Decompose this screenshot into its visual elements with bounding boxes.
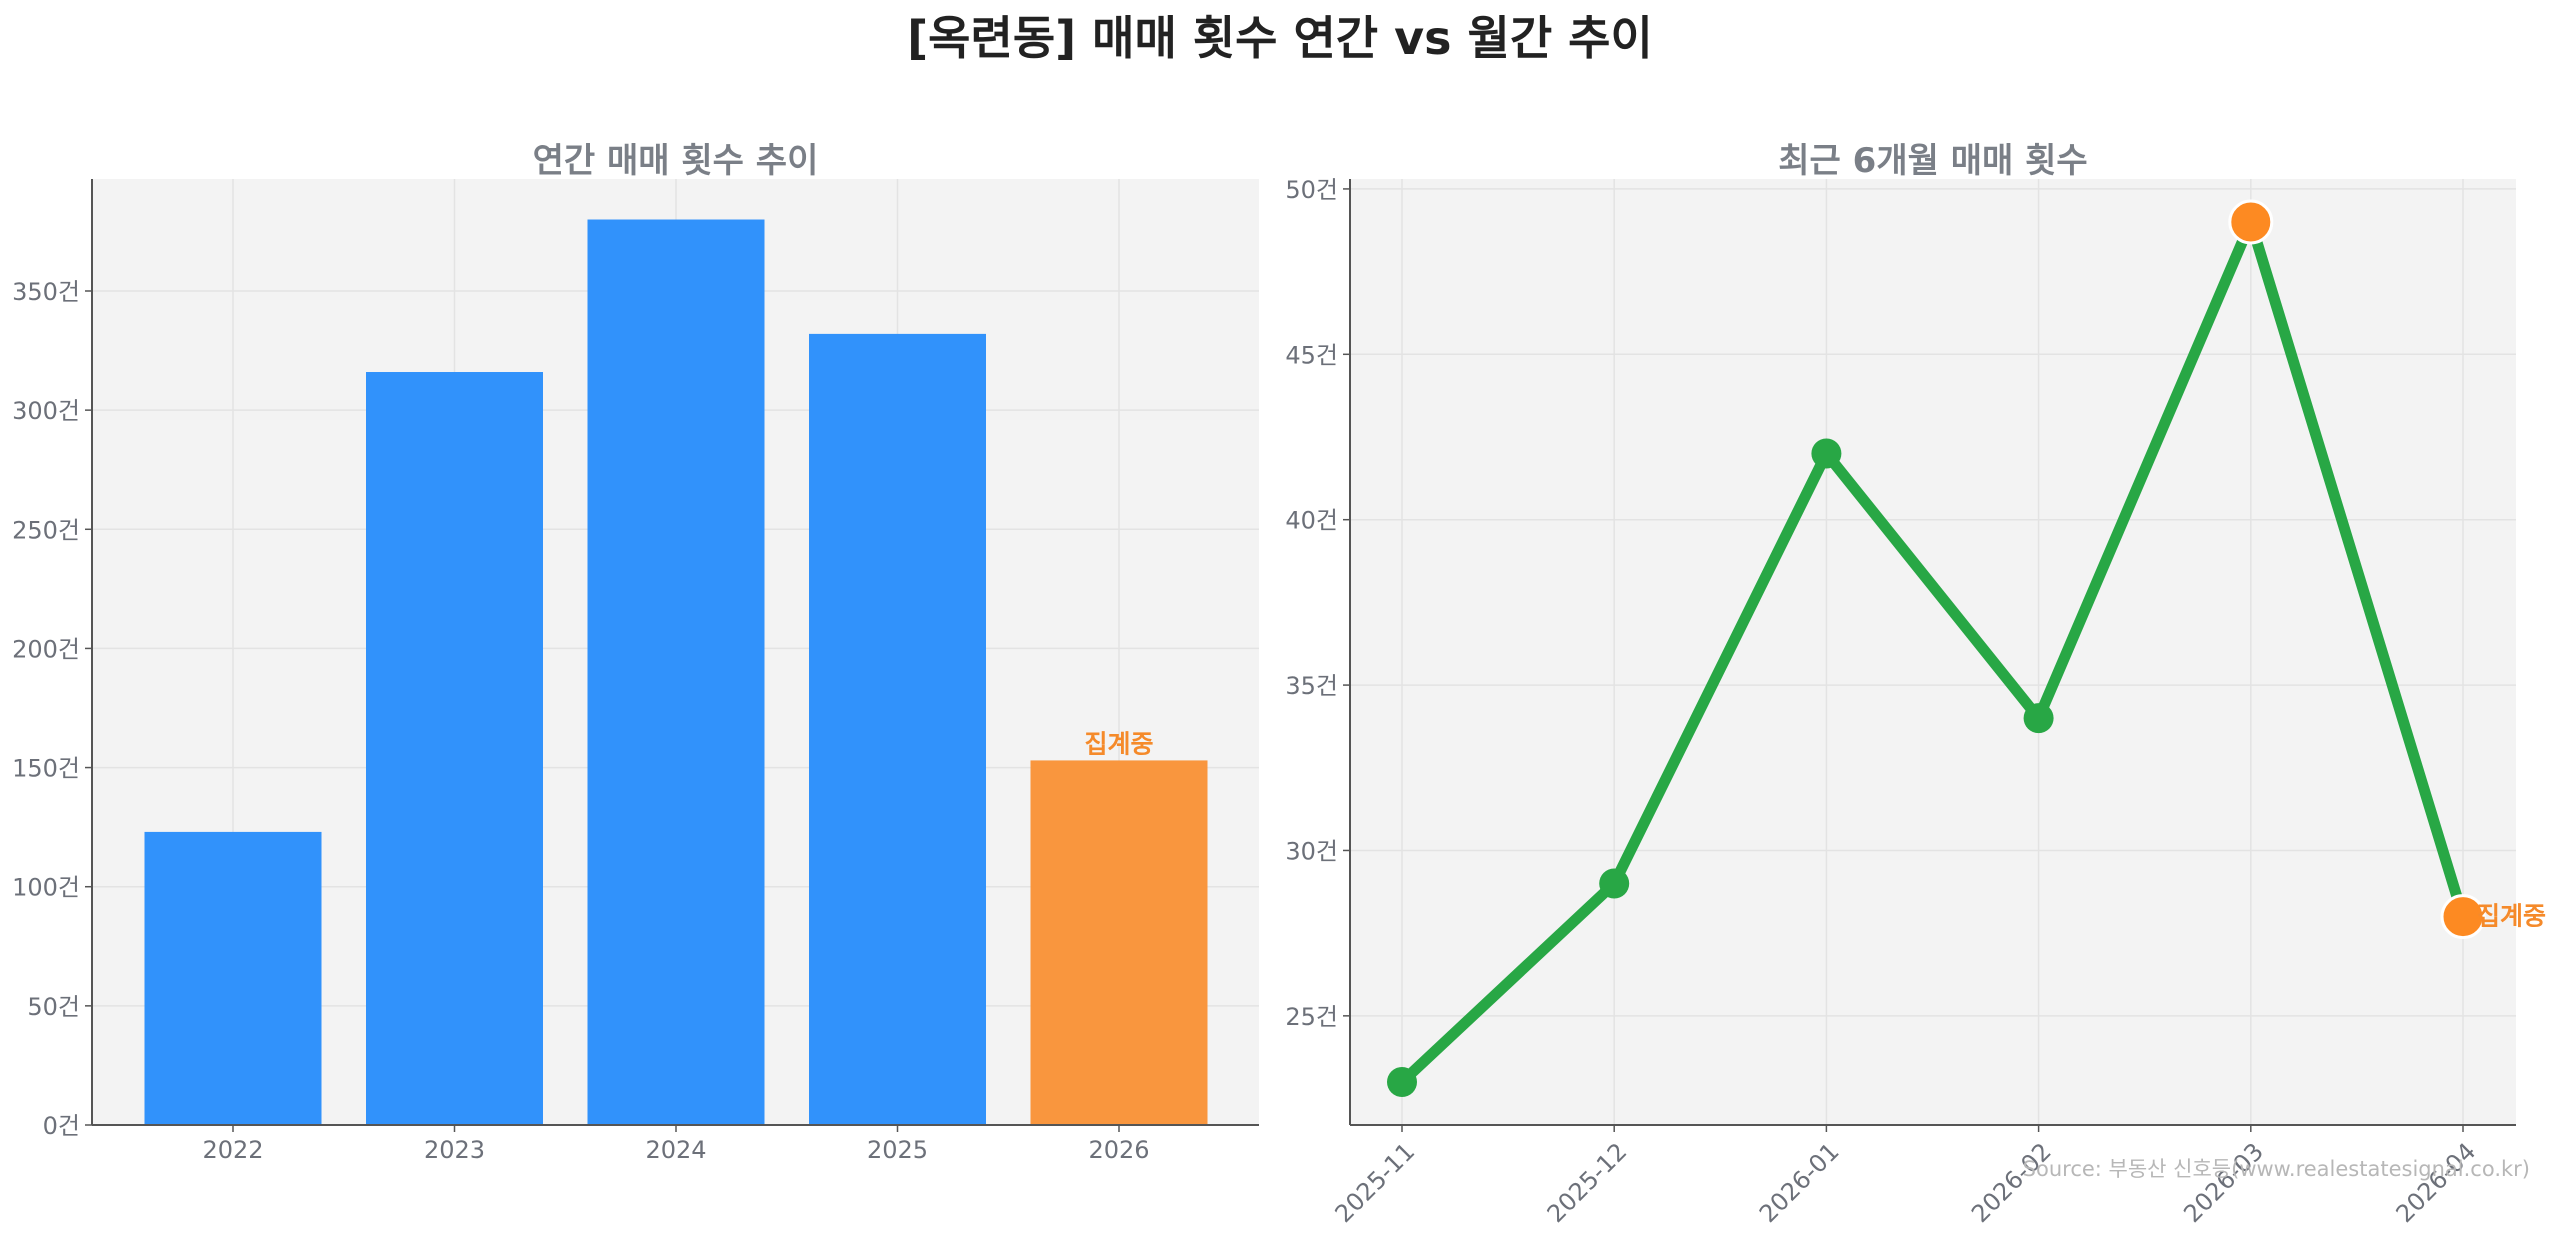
line-point — [2023, 703, 2054, 734]
line-x-tick-label: 2025-11 — [1330, 1137, 1421, 1228]
bar-y-tick-label: 50건 — [27, 993, 80, 1021]
line-x-tick-label: 2026-04 — [2391, 1137, 2482, 1228]
line-y-tick-label: 45건 — [1285, 341, 1338, 369]
line-y-tick-label: 50건 — [1285, 176, 1338, 204]
line-point — [1387, 1067, 1417, 1097]
line-y-tick-label: 40건 — [1285, 507, 1338, 535]
line-y-tick-label: 25건 — [1285, 1003, 1338, 1031]
bar-highlight — [1030, 760, 1208, 1125]
line-x-tick-label: 2026-03 — [2178, 1137, 2269, 1228]
line-plot-area — [1350, 179, 2516, 1125]
line-y-tick-label: 30건 — [1285, 837, 1338, 865]
line-chart-title: 최근 6개월 매매 횟수 — [1778, 141, 2088, 181]
bar-x-tick-label: 2024 — [645, 1136, 706, 1164]
line-point — [1811, 438, 1842, 469]
line-point — [1599, 868, 1630, 899]
bar-y-tick-label: 0건 — [43, 1112, 80, 1140]
bar — [144, 831, 322, 1125]
bar-y-tick-label: 100건 — [12, 874, 80, 902]
bar-chart-title: 연간 매매 횟수 추이 — [532, 141, 819, 181]
bar-x-tick-label: 2022 — [202, 1136, 263, 1164]
bar-annotation: 집계중 — [1084, 729, 1153, 758]
line-series — [1396, 205, 2469, 1088]
bar — [587, 219, 765, 1126]
bar — [809, 333, 986, 1125]
line-x-tick-label: 2026-02 — [1966, 1137, 2057, 1228]
line-annotation: 집계중 — [2477, 902, 2546, 931]
main-title: [옥련동] 매매 횟수 연간 vs 월간 추이 — [907, 11, 1653, 65]
line-point-highlight — [2228, 199, 2274, 245]
bar-y-tick-label: 250건 — [12, 516, 80, 544]
line-x-tick-label: 2025-12 — [1542, 1137, 1633, 1228]
bar-x-tick-label: 2025 — [867, 1136, 928, 1164]
bar-y-tick-label: 200건 — [12, 635, 80, 663]
bar-x-tick-label: 2023 — [424, 1136, 485, 1164]
line-y-tick-label: 35건 — [1285, 672, 1338, 700]
line-x-tick-label: 2026-01 — [1754, 1137, 1845, 1228]
bar-y-tick-label: 300건 — [12, 397, 80, 425]
source-note: Source: 부동산 신호등(www.realestatesignal.co.… — [2023, 1157, 2530, 1181]
bar-x-tick-label: 2026 — [1088, 1136, 1149, 1164]
bar — [366, 372, 543, 1126]
line-point-highlight — [2440, 894, 2486, 940]
bar-y-tick-label: 350건 — [12, 278, 80, 306]
bar-y-tick-label: 150건 — [12, 755, 80, 783]
